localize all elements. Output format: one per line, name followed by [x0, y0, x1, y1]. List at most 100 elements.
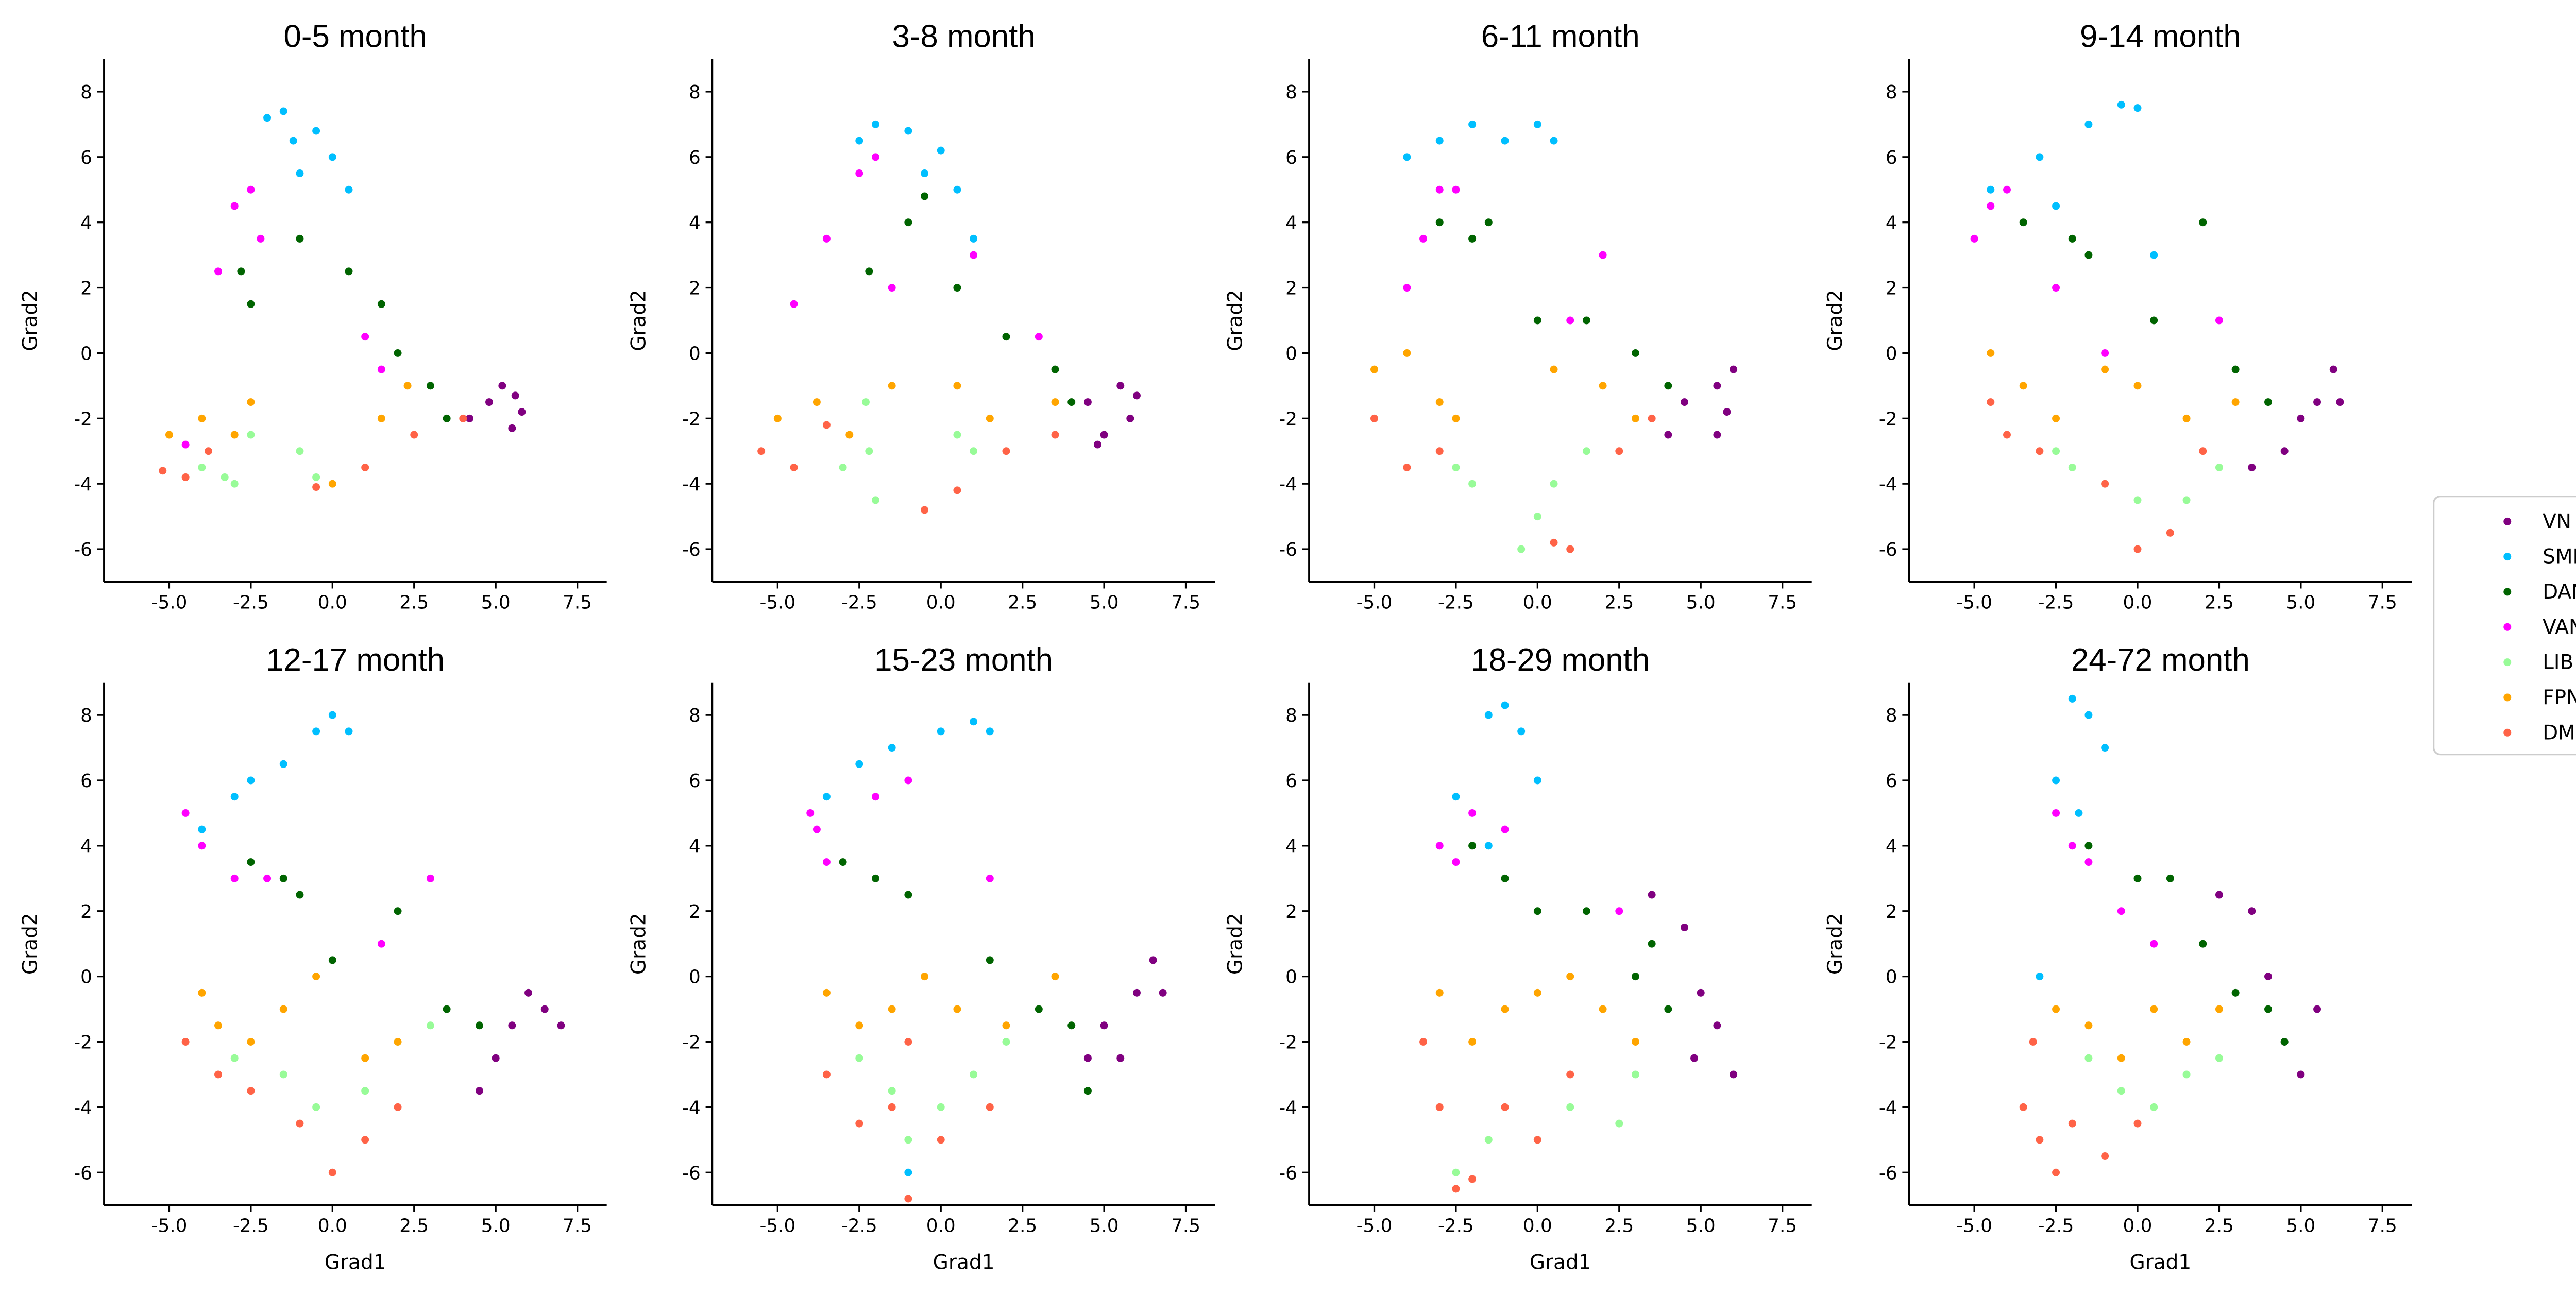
point — [2084, 711, 2093, 719]
point — [1615, 1119, 1623, 1128]
point — [2052, 202, 2060, 210]
y-tick-label: 6 — [1285, 771, 1297, 792]
point — [1132, 988, 1141, 997]
legend-marker — [2503, 623, 2512, 631]
point — [1987, 185, 1995, 194]
point — [1484, 842, 1493, 850]
point — [986, 414, 994, 422]
y-tick-label: 4 — [80, 213, 92, 234]
point — [2264, 973, 2272, 981]
point — [953, 431, 961, 439]
y-tick-label: 8 — [80, 82, 92, 103]
point — [970, 251, 978, 259]
point — [403, 382, 412, 390]
point — [970, 718, 978, 726]
y-tick-label: 0 — [1285, 967, 1297, 988]
point — [953, 486, 961, 494]
point — [1599, 1005, 1607, 1013]
y-axis-label: Grad2 — [1224, 289, 1247, 351]
point — [1403, 153, 1411, 161]
x-tick-label: 7.5 — [1768, 592, 1797, 613]
point — [871, 153, 879, 161]
x-tick-label: 7.5 — [2368, 592, 2397, 613]
point — [2133, 496, 2142, 504]
point — [888, 1103, 896, 1111]
point — [1484, 711, 1493, 719]
point — [2166, 528, 2174, 537]
point — [2117, 1087, 2125, 1095]
point — [2068, 842, 2076, 850]
point — [1435, 218, 1444, 227]
point — [953, 1005, 961, 1013]
point — [2068, 1119, 2076, 1128]
point — [443, 414, 451, 422]
point — [443, 1005, 451, 1013]
point — [328, 480, 336, 488]
point — [312, 127, 320, 135]
subplot-title: 0-5 month — [284, 19, 427, 55]
x-tick-label: -5.0 — [1357, 1216, 1393, 1237]
point — [1452, 793, 1460, 801]
x-tick-label: 0.0 — [2123, 1216, 2153, 1237]
point — [1083, 398, 1092, 406]
point — [2036, 153, 2044, 161]
point — [1533, 776, 1541, 785]
point — [1126, 414, 1134, 422]
point — [2084, 120, 2093, 128]
point — [1648, 940, 1656, 948]
point — [1051, 398, 1059, 406]
point — [888, 1087, 896, 1095]
point — [2084, 251, 2093, 259]
point — [1697, 988, 1705, 997]
point — [757, 447, 766, 455]
point — [871, 874, 879, 882]
point — [524, 988, 533, 997]
point — [1452, 463, 1460, 471]
point — [279, 1070, 287, 1079]
x-tick-label: 5.0 — [1090, 592, 1119, 613]
point — [1730, 365, 1738, 373]
point — [2264, 398, 2272, 406]
y-tick-label: -2 — [1279, 408, 1297, 430]
point — [2150, 1005, 2158, 1013]
point — [247, 858, 255, 866]
y-tick-label: 8 — [1886, 705, 1897, 726]
point — [790, 463, 798, 471]
point — [247, 431, 255, 439]
y-tick-label: -4 — [74, 474, 92, 495]
point — [2297, 1070, 2305, 1079]
y-tick-label: -6 — [682, 1163, 701, 1184]
x-tick-label: 5.0 — [1686, 592, 1716, 613]
y-tick-label: 4 — [1285, 836, 1297, 857]
point — [198, 463, 206, 471]
point — [2052, 1005, 2060, 1013]
y-tick-label: 2 — [689, 901, 701, 923]
legend-marker — [2503, 588, 2512, 596]
point — [1723, 408, 1731, 416]
y-tick-label: 8 — [80, 705, 92, 726]
x-tick-label: 5.0 — [2286, 1216, 2315, 1237]
y-tick-label: -4 — [74, 1097, 92, 1118]
point — [1083, 1087, 1092, 1095]
subplot-title: 6-11 month — [1481, 19, 1640, 55]
point — [394, 349, 402, 357]
point — [1067, 1021, 1076, 1030]
point — [861, 398, 870, 406]
x-tick-label: 2.5 — [399, 592, 429, 613]
x-tick-label: 7.5 — [563, 1216, 592, 1237]
x-tick-label: -5.0 — [1357, 592, 1393, 613]
point — [377, 414, 385, 422]
x-axis-label: Grad1 — [2129, 1251, 2191, 1274]
x-tick-label: -2.5 — [841, 592, 877, 613]
point — [394, 907, 402, 915]
point — [1550, 365, 1558, 373]
point — [312, 727, 320, 736]
y-tick-label: -4 — [682, 1097, 701, 1118]
x-tick-label: -2.5 — [233, 1216, 269, 1237]
subplot-title: 24-72 month — [2071, 642, 2250, 678]
point — [237, 267, 245, 276]
point — [2084, 1021, 2093, 1030]
point — [2052, 1168, 2060, 1176]
subplot: 3-8 month -5.0 -2.5 0.0 2.5 5.0 7.5 -6 -4 -2 0 2 4 6 8… — [627, 19, 1215, 613]
legend-marker — [2503, 693, 2512, 702]
